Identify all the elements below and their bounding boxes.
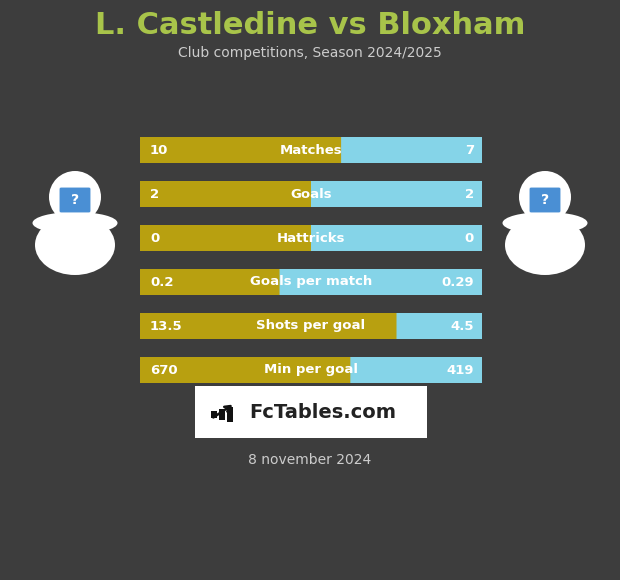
Text: 0: 0 <box>465 231 474 245</box>
FancyBboxPatch shape <box>140 357 350 383</box>
Text: 8 november 2024: 8 november 2024 <box>249 453 371 467</box>
FancyBboxPatch shape <box>140 313 397 339</box>
FancyBboxPatch shape <box>140 137 341 163</box>
Text: 419: 419 <box>446 364 474 376</box>
FancyBboxPatch shape <box>195 386 427 438</box>
Text: 2: 2 <box>150 187 159 201</box>
Text: Min per goal: Min per goal <box>264 364 358 376</box>
FancyBboxPatch shape <box>219 408 225 419</box>
Text: Club competitions, Season 2024/2025: Club competitions, Season 2024/2025 <box>178 46 442 60</box>
Text: Goals per match: Goals per match <box>250 276 372 288</box>
FancyBboxPatch shape <box>227 407 233 422</box>
Ellipse shape <box>32 212 118 234</box>
Text: 7: 7 <box>465 143 474 157</box>
Text: Matches: Matches <box>280 143 342 157</box>
FancyBboxPatch shape <box>140 313 482 339</box>
FancyBboxPatch shape <box>140 269 482 295</box>
FancyBboxPatch shape <box>140 137 482 163</box>
Ellipse shape <box>35 215 115 275</box>
Text: Shots per goal: Shots per goal <box>257 320 366 332</box>
FancyBboxPatch shape <box>140 269 280 295</box>
Text: 10: 10 <box>150 143 169 157</box>
Text: Goals: Goals <box>290 187 332 201</box>
FancyBboxPatch shape <box>140 225 482 251</box>
Text: ?: ? <box>541 193 549 207</box>
Text: 670: 670 <box>150 364 177 376</box>
FancyBboxPatch shape <box>140 181 311 207</box>
FancyBboxPatch shape <box>211 411 217 418</box>
Text: 0: 0 <box>150 231 159 245</box>
FancyBboxPatch shape <box>140 181 482 207</box>
Text: 0.2: 0.2 <box>150 276 174 288</box>
Text: FcTables.com: FcTables.com <box>249 403 397 422</box>
Text: Hattricks: Hattricks <box>277 231 345 245</box>
Text: 13.5: 13.5 <box>150 320 183 332</box>
Ellipse shape <box>505 215 585 275</box>
FancyBboxPatch shape <box>59 187 91 213</box>
FancyBboxPatch shape <box>529 187 561 213</box>
FancyBboxPatch shape <box>140 225 311 251</box>
Circle shape <box>519 171 571 223</box>
Text: ?: ? <box>71 193 79 207</box>
Circle shape <box>49 171 101 223</box>
FancyBboxPatch shape <box>140 357 482 383</box>
Text: L. Castledine vs Bloxham: L. Castledine vs Bloxham <box>95 12 525 41</box>
Text: 0.29: 0.29 <box>441 276 474 288</box>
Text: 4.5: 4.5 <box>451 320 474 332</box>
Text: 2: 2 <box>465 187 474 201</box>
Ellipse shape <box>502 212 588 234</box>
